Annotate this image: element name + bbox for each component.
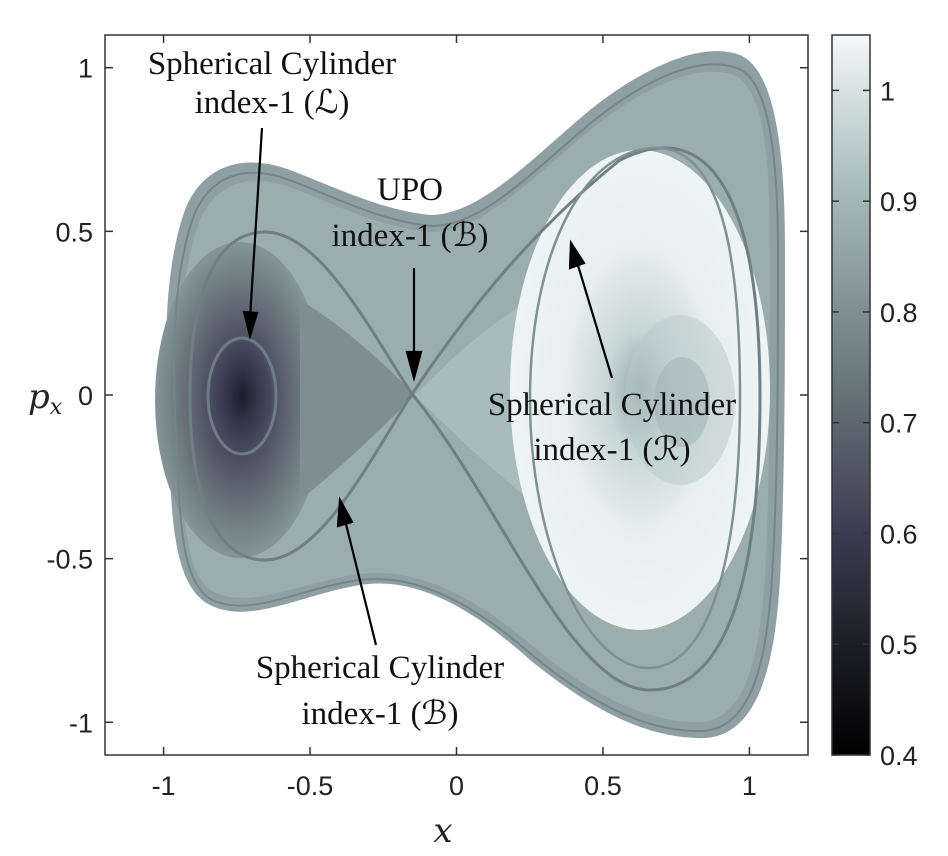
y-tick-label: 0.5 [55, 217, 93, 247]
arrow-B [343, 519, 378, 646]
y-tick-label: -1 [69, 708, 93, 738]
y-axis-label: px [28, 377, 63, 420]
colorbar-ticks: 1 0.9 0.8 0.7 0.6 0.5 0.4 [832, 76, 918, 771]
arrow-R [575, 261, 614, 379]
arrow-L [248, 127, 264, 319]
annotations: Spherical Cylinder index-1 (ℒ) UPO index… [148, 46, 736, 732]
colorbar-tick-label: 0.8 [880, 298, 918, 328]
annotation-L-line1: Spherical Cylinder [148, 46, 396, 82]
arrowhead-B [336, 496, 354, 528]
heatmap-image [155, 51, 786, 739]
colorbar-tick-label: 0.7 [880, 409, 918, 439]
x-axis-label: x [433, 811, 452, 851]
colorbar-tick-label: 0.9 [880, 187, 918, 217]
x-tick-label: 0 [449, 771, 464, 801]
x-tick-label: -0.5 [287, 771, 334, 801]
annotation-B-line2: index-1 (ℬ) [302, 696, 459, 732]
x-tick-label: -1 [152, 771, 176, 801]
left-core [212, 341, 272, 451]
x-axis: -1 -0.5 0 0.5 1 [152, 35, 757, 801]
arrowhead-UPO [405, 350, 423, 383]
annotation-R-line1: Spherical Cylinder [488, 387, 736, 423]
annotation-UPO-line2: index-1 (ℬ) [332, 218, 489, 254]
annotation-R-line2: index-1 (ℛ) [533, 432, 690, 468]
y-axis: 1 0.5 0 -0.5 -1 [46, 54, 808, 738]
y-tick-label: 0 [78, 381, 93, 411]
y-tick-label: -0.5 [46, 545, 93, 575]
x-tick-label: 0.5 [584, 771, 622, 801]
annotation-UPO-line1: UPO [377, 172, 443, 208]
arrowhead-R [568, 239, 586, 270]
annotation-B-line1: Spherical Cylinder [256, 650, 504, 686]
annotation-L-line2: index-1 (ℒ) [195, 85, 350, 121]
colorbar-tick-label: 0.6 [880, 519, 918, 549]
y-tick-label: 1 [78, 54, 93, 84]
colorbar [831, 34, 871, 756]
arrowhead-L [242, 310, 259, 341]
x-tick-label: 1 [742, 771, 757, 801]
colorbar-tick-label: 0.4 [880, 741, 918, 771]
separatrix [188, 146, 762, 692]
colorbar-tick-label: 1 [880, 76, 895, 106]
colorbar-tick-label: 0.5 [880, 630, 918, 660]
